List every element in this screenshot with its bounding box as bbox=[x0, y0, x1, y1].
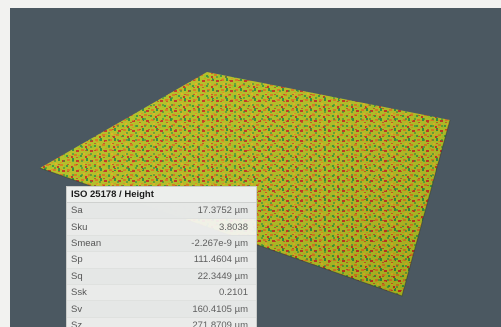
iso-25178-height-table: ISO 25178 / Height Sa 17.3752 µm Sku 3.8038… bbox=[66, 186, 257, 327]
parameter-name: Sv bbox=[71, 303, 83, 315]
parameter-value: 3.8038 bbox=[218, 221, 248, 233]
height-map-surface bbox=[39, 72, 451, 297]
parameter-row-sa: Sa 17.3752 µm bbox=[67, 203, 256, 220]
parameter-name: Ssk bbox=[71, 287, 87, 299]
parameter-value: 0.2101 bbox=[218, 287, 248, 299]
parameter-row-smean: Smean -2.267e-9 µm bbox=[67, 235, 256, 253]
parameter-value: 271.8709 µm bbox=[192, 320, 248, 327]
parameter-name: Smean bbox=[71, 237, 102, 249]
parameter-row-sv: Sv 160.4105 µm bbox=[67, 301, 256, 318]
table-title: ISO 25178 / Height bbox=[67, 187, 256, 203]
parameter-name: Sz bbox=[71, 320, 83, 327]
parameter-row-sz: Sz 271.8709 µm bbox=[67, 318, 256, 327]
parameter-value: -2.267e-9 µm bbox=[191, 237, 248, 249]
parameter-value: 17.3752 µm bbox=[197, 205, 248, 217]
parameter-name: Sq bbox=[71, 270, 83, 282]
parameter-value: 160.4105 µm bbox=[192, 303, 248, 315]
parameter-value: 22.3449 µm bbox=[197, 270, 248, 282]
3d-viewport[interactable]: ISO 25178 / Height Sa 17.3752 µm Sku 3.8038… bbox=[10, 8, 501, 327]
parameter-rows: Sa 17.3752 µm Sku 3.8038 Smean -2.267e-9 µm Sp… bbox=[67, 203, 256, 327]
parameter-row-sq: Sq 22.3449 µm bbox=[67, 268, 256, 285]
parameter-name: Sku bbox=[71, 221, 88, 233]
parameter-row-sp: Sp 111.4604 µm bbox=[67, 252, 256, 269]
parameter-name: Sa bbox=[71, 205, 83, 217]
surface-3d-view[interactable] bbox=[10, 8, 501, 327]
parameter-value: 111.4604 µm bbox=[193, 254, 248, 266]
parameter-row-sku: Sku 3.8038 bbox=[67, 219, 256, 236]
parameter-row-ssk: Ssk 0.2101 bbox=[67, 285, 256, 302]
parameter-name: Sp bbox=[71, 254, 83, 266]
